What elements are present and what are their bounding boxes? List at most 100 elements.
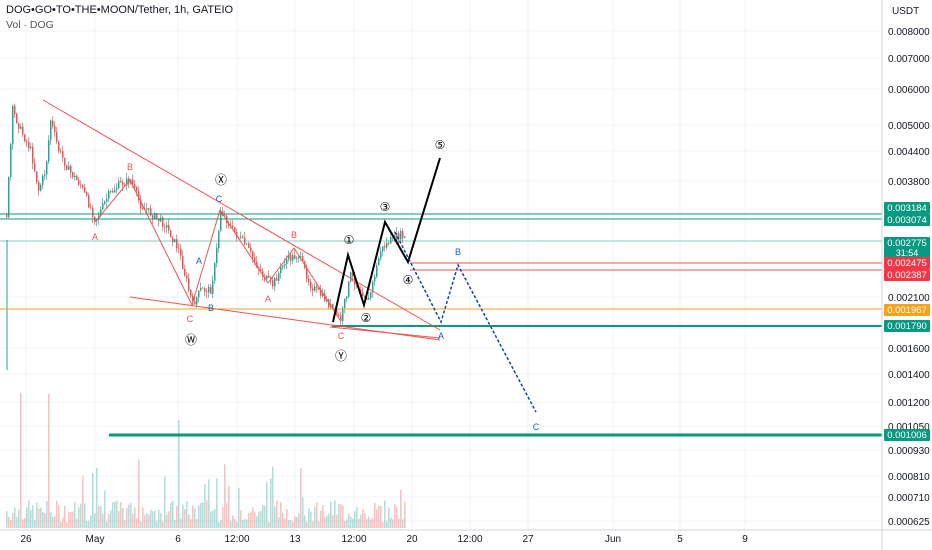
volume-bar xyxy=(136,518,138,528)
price-badge xyxy=(884,269,930,281)
volume-bar xyxy=(236,521,238,528)
wedge-line xyxy=(94,179,131,223)
candle-body xyxy=(84,187,86,193)
volume-bar xyxy=(170,502,172,528)
volume-bar xyxy=(34,520,36,528)
candle-body xyxy=(314,286,316,291)
volume-bar xyxy=(292,521,294,528)
time-tick-label: May xyxy=(86,534,105,545)
candle-body xyxy=(90,207,92,209)
candle-body xyxy=(306,267,308,279)
volume-bar xyxy=(364,513,366,528)
volume-bar xyxy=(238,487,240,528)
candle-body xyxy=(24,134,26,142)
volume-bar xyxy=(234,518,236,528)
volume-bar xyxy=(276,500,278,528)
candle-body xyxy=(110,190,112,192)
time-tick-label: 12:00 xyxy=(224,534,249,545)
price-badge xyxy=(884,237,930,259)
volume-bar xyxy=(86,520,88,528)
volume-bar xyxy=(346,519,348,528)
symbol-title[interactable]: DOG•GO•TO•THE•MOON/Tether, 1h, GATEIO xyxy=(6,4,234,16)
candle-body xyxy=(210,286,212,294)
volume-bar xyxy=(328,513,330,528)
candle-body xyxy=(38,182,40,191)
volume-bar xyxy=(284,518,286,528)
volume-bar xyxy=(386,520,388,528)
volume-bar xyxy=(202,502,204,528)
wave-label-red: C xyxy=(338,331,345,341)
candle-body xyxy=(378,258,380,266)
price-badge-label: 0.003074 xyxy=(887,215,927,226)
candle-body xyxy=(218,231,220,249)
candle-body xyxy=(262,271,264,277)
volume-bar xyxy=(388,507,390,528)
volume-bar xyxy=(354,511,356,528)
candle-body xyxy=(398,233,400,240)
price-tick-label: 0.004400 xyxy=(888,147,930,158)
volume-bar xyxy=(334,500,336,528)
candle-body xyxy=(280,267,282,274)
wave-label-circled: ① xyxy=(344,233,355,247)
wave-label-blue: C xyxy=(533,422,540,432)
volume-bar xyxy=(6,511,8,528)
volume-bar xyxy=(274,506,276,528)
volume-bar xyxy=(94,513,96,528)
volume-bar xyxy=(286,509,288,528)
candle-body xyxy=(340,315,342,322)
candle-body xyxy=(170,230,172,238)
volume-bar xyxy=(194,508,196,528)
volume-bar xyxy=(396,507,398,528)
candle-body xyxy=(256,261,258,268)
volume-bar xyxy=(198,505,200,528)
volume-bar xyxy=(268,521,270,528)
volume-bar xyxy=(272,466,274,528)
volume-bar xyxy=(12,512,14,528)
wave-label-circled: ② xyxy=(361,311,372,325)
candle-body xyxy=(44,174,46,176)
volume-bar xyxy=(260,511,262,528)
volume-bar xyxy=(296,516,298,528)
volume-bar xyxy=(196,518,198,528)
volume-bar xyxy=(324,516,326,528)
candle-body xyxy=(350,272,352,282)
candle-body xyxy=(402,231,404,238)
candle-body xyxy=(104,201,106,204)
volume-bar xyxy=(378,506,380,528)
volume-bar xyxy=(318,521,320,528)
volume-bar xyxy=(182,504,184,528)
candle-body xyxy=(58,141,60,151)
candle-body xyxy=(212,280,214,294)
candle-body xyxy=(296,258,298,259)
candle-body xyxy=(46,161,48,175)
candle-body xyxy=(126,178,128,186)
candle-body xyxy=(10,144,12,177)
volume-bar xyxy=(326,515,328,528)
volume-bar xyxy=(118,511,120,528)
candle-body xyxy=(390,236,392,244)
wave-label-blue: B xyxy=(455,247,461,257)
candle-body xyxy=(86,192,88,196)
wave-label-red: A xyxy=(265,294,271,304)
countdown-label: 31:54 xyxy=(896,248,919,258)
candle-body xyxy=(162,217,164,227)
volume-bar xyxy=(80,503,82,528)
candle-body xyxy=(254,257,256,262)
candle-body xyxy=(180,248,182,256)
volume-bar xyxy=(144,515,146,528)
candle-body xyxy=(348,281,350,297)
volume-bar xyxy=(394,504,396,528)
volume-bar xyxy=(108,513,110,528)
wedge-line xyxy=(42,99,441,331)
candle-body xyxy=(154,213,156,219)
volume-bar xyxy=(402,519,404,528)
currency-label[interactable]: USDT xyxy=(892,6,920,17)
price-badge-label: 0.002475 xyxy=(887,258,927,269)
volume-indicator-label[interactable]: Vol · DOG xyxy=(6,19,54,31)
volume-bar xyxy=(16,516,18,528)
candle-body xyxy=(108,191,110,199)
volume-bar xyxy=(248,512,250,528)
volume-bar xyxy=(44,512,46,528)
price-badge-label: 0.001006 xyxy=(887,430,927,441)
